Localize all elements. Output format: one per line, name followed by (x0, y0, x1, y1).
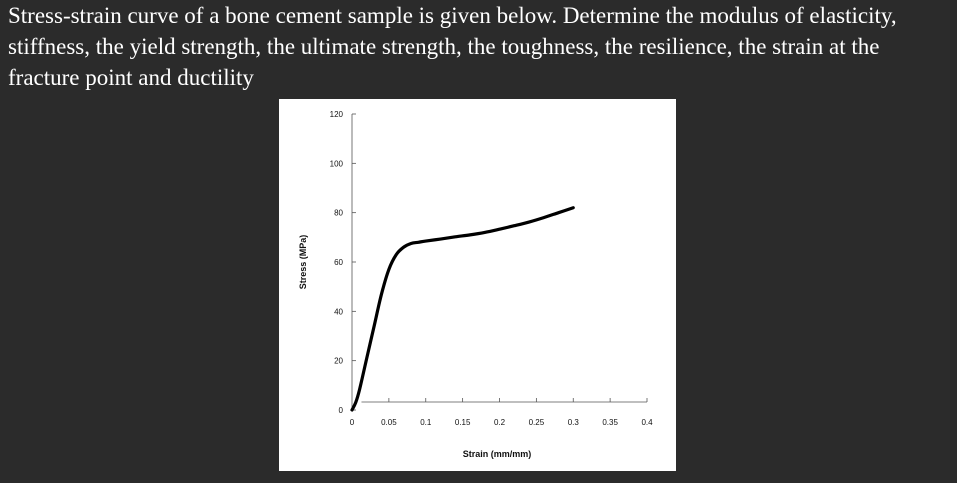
y-tick-label: 40 (334, 307, 343, 316)
y-axis: 0 20 40 60 80 100 120 (330, 110, 356, 415)
x-tick-label: 0 (350, 418, 355, 427)
x-axis-label: Strain (mm/mm) (463, 449, 532, 459)
question-text: Stress-strain curve of a bone cement sam… (8, 3, 897, 90)
x-tick-label: 0.05 (381, 418, 397, 427)
x-tick-label: 0.25 (529, 418, 545, 427)
x-tick-label: 0.15 (455, 418, 471, 427)
stress-strain-chart: 0 20 40 60 80 100 120 0 0.05 0.1 0.15 0.2 0.25 0.3 0.… (298, 110, 653, 459)
x-axis: 0 0.05 0.1 0.15 0.2 0.25 0.3 0.35 0.4 (350, 398, 653, 427)
chart-panel: 0 20 40 60 80 100 120 0 0.05 0.1 0.15 0.2 0.25 0.3 0.… (279, 99, 676, 471)
y-tick-label: 100 (330, 159, 344, 168)
stress-strain-curve (350, 206, 575, 412)
y-tick-label: 60 (334, 258, 343, 267)
x-tick-label: 0.3 (568, 418, 580, 427)
x-tick-label: 0.2 (494, 418, 506, 427)
x-tick-label: 0.35 (602, 418, 618, 427)
y-tick-label: 120 (330, 110, 344, 119)
y-tick-label: 0 (339, 406, 344, 415)
x-tick-label: 0.4 (641, 418, 653, 427)
y-tick-label: 80 (334, 209, 343, 218)
y-tick-label: 20 (334, 357, 343, 366)
x-tick-label: 0.1 (420, 418, 432, 427)
y-axis-label: Stress (MPa) (298, 235, 308, 290)
